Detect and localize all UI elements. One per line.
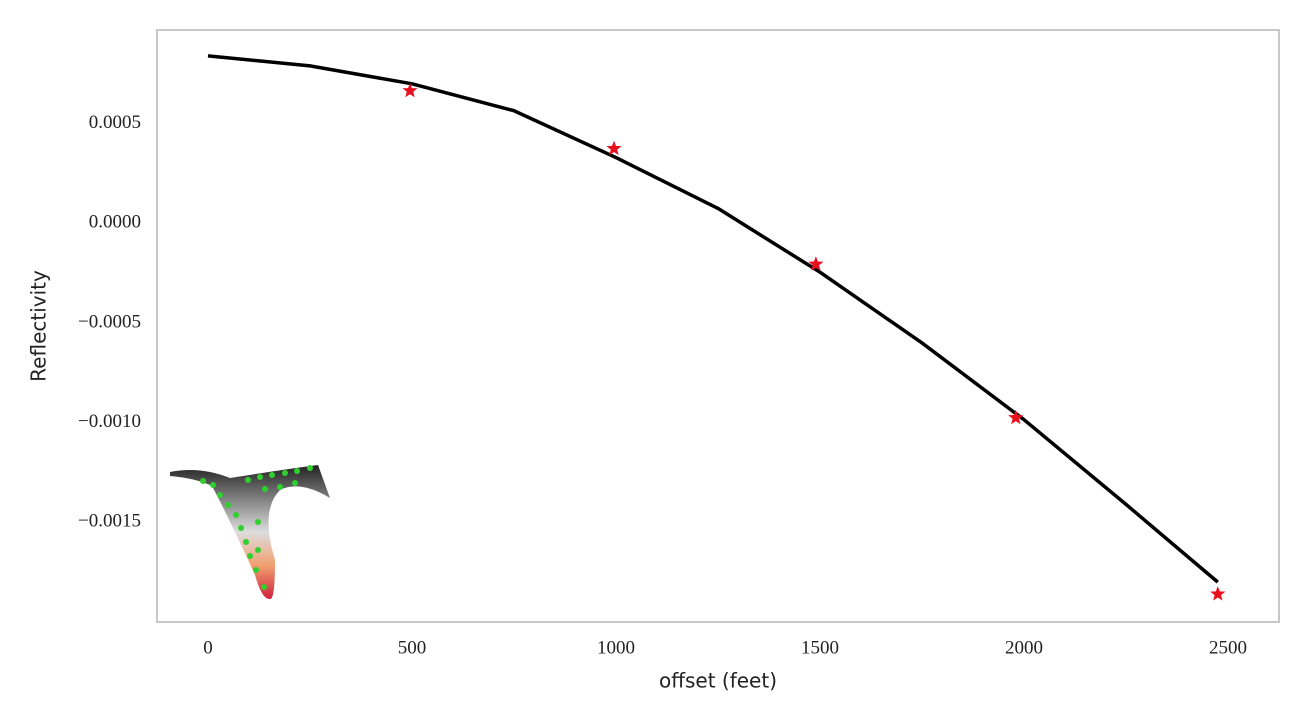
y-axis-label: Reflectivity xyxy=(27,270,51,382)
star-marker xyxy=(1008,409,1024,425)
plot-frame xyxy=(156,29,1280,623)
star-marker xyxy=(402,82,418,98)
y-tick-label: 0.0005 xyxy=(89,112,141,133)
x-tick-label: 2500 xyxy=(1209,637,1247,658)
x-tick-label: 1500 xyxy=(801,637,839,658)
x-tick-label: 500 xyxy=(398,637,427,658)
y-tick-label: −0.0015 xyxy=(78,511,141,532)
y-tick-label: −0.0005 xyxy=(78,311,141,332)
y-tick-label: 0.0000 xyxy=(89,212,141,233)
x-tick-label: 0 xyxy=(203,637,213,658)
x-tick-label: 1000 xyxy=(597,637,635,658)
y-tick-label: −0.0010 xyxy=(78,411,141,432)
x-tick-label: 2000 xyxy=(1005,637,1043,658)
x-axis-label: offset (feet) xyxy=(659,669,777,693)
star-marker xyxy=(808,256,824,271)
star-marker xyxy=(606,140,622,156)
logo xyxy=(170,465,330,600)
star-marker xyxy=(1210,586,1226,601)
line xyxy=(207,54,1219,584)
